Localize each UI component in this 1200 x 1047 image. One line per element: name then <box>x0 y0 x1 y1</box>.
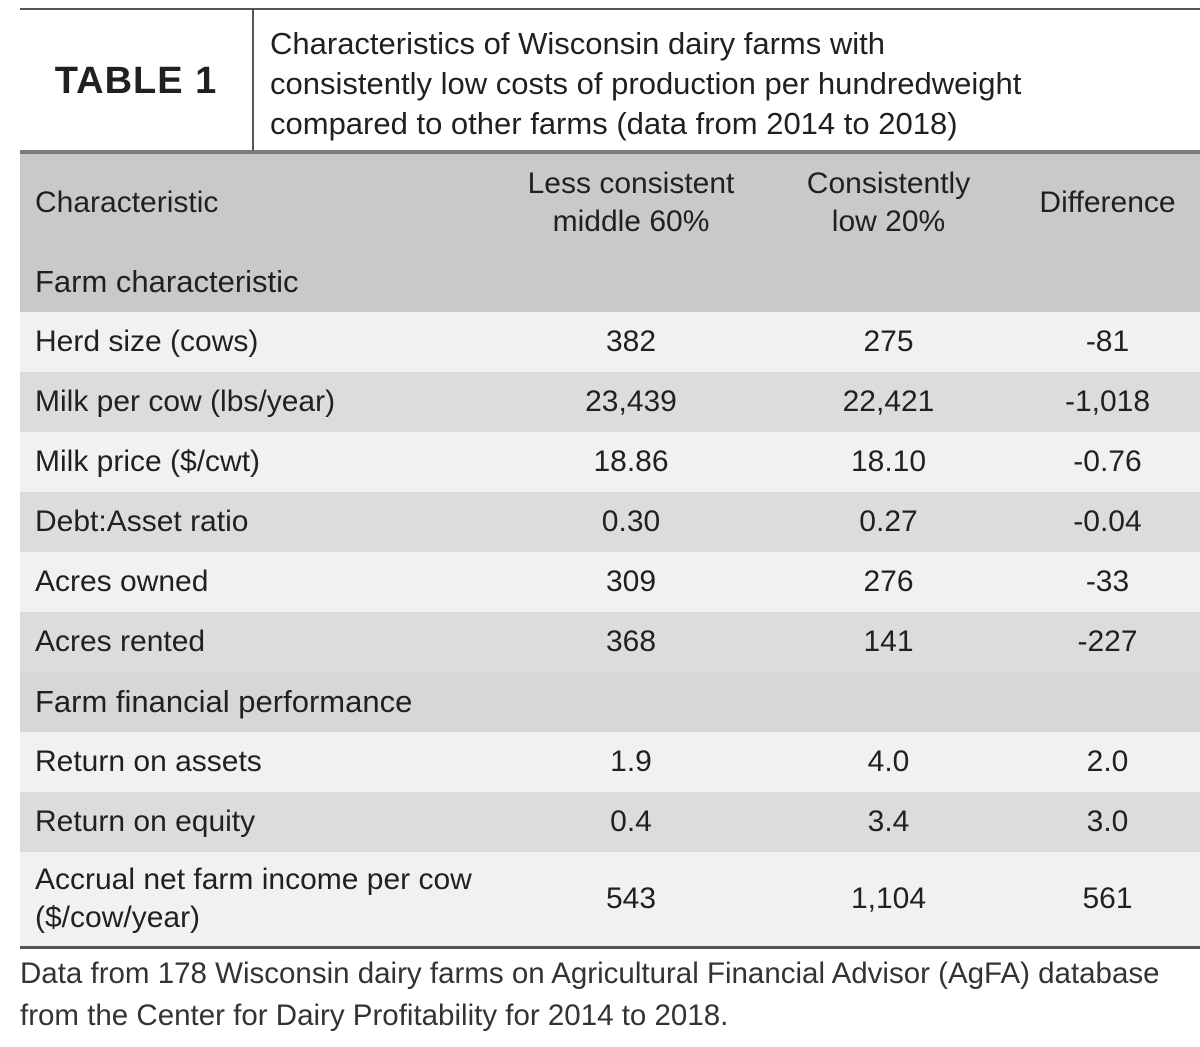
table-label: TABLE 1 <box>20 10 254 152</box>
cell-value: 18.10 <box>762 432 1015 492</box>
cell-value: -33 <box>1015 552 1200 612</box>
cell-value: -227 <box>1015 612 1200 672</box>
cell-value: -1,018 <box>1015 372 1200 432</box>
row-label: Debt:Asset ratio <box>20 492 500 552</box>
data-row: Return on equity 0.4 3.4 3.0 <box>20 792 1200 852</box>
data-row: Acres rented 368 141 -227 <box>20 612 1200 672</box>
cell-value: -0.04 <box>1015 492 1200 552</box>
table-header: TABLE 1 Characteristics of Wisconsin dai… <box>20 8 1200 152</box>
section-row: Farm characteristic <box>20 252 1200 312</box>
cell-value: 0.4 <box>500 792 762 852</box>
data-row: Milk per cow (lbs/year) 23,439 22,421 -1,01… <box>20 372 1200 432</box>
table-head: Characteristic Less consistent middle 60% C… <box>20 152 1200 252</box>
cell-value: 3.4 <box>762 792 1015 852</box>
column-header-line: Less consistent <box>527 167 735 200</box>
cell-value: -0.76 <box>1015 432 1200 492</box>
column-header: Consistently low 20% <box>762 152 1015 252</box>
data-row: Milk price ($/cwt) 18.86 18.10 -0.76 <box>20 432 1200 492</box>
cell-value: 276 <box>762 552 1015 612</box>
section-label: Farm characteristic <box>20 252 1200 312</box>
row-label: Milk price ($/cwt) <box>20 432 500 492</box>
cell-value: 543 <box>500 852 762 948</box>
title-line: compared to other farms (data from 2014 … <box>270 106 958 141</box>
row-label: Return on equity <box>20 792 500 852</box>
cell-value: 141 <box>762 612 1015 672</box>
column-header-line: Consistently <box>806 167 971 200</box>
data-row: Debt:Asset ratio 0.30 0.27 -0.04 <box>20 492 1200 552</box>
cell-value: 561 <box>1015 852 1200 948</box>
data-row: Acres owned 309 276 -33 <box>20 552 1200 612</box>
row-label: Herd size (cows) <box>20 312 500 372</box>
cell-value: 2.0 <box>1015 732 1200 792</box>
cell-value: 275 <box>762 312 1015 372</box>
cell-value: 0.27 <box>762 492 1015 552</box>
row-label: Return on assets <box>20 732 500 792</box>
cell-value: 23,439 <box>500 372 762 432</box>
column-header-line: Difference <box>1039 186 1176 219</box>
title-line: consistently low costs of production per… <box>270 66 1022 101</box>
row-label: Acres owned <box>20 552 500 612</box>
row-label: Accrual net farm income per cow ($/cow/y… <box>20 852 500 948</box>
cell-value: 0.30 <box>500 492 762 552</box>
row-label: Acres rented <box>20 612 500 672</box>
cell-value: -81 <box>1015 312 1200 372</box>
table-body: Farm characteristic Herd size (cows) 382 27… <box>20 252 1200 948</box>
cell-value: 1.9 <box>500 732 762 792</box>
column-header-line: low 20% <box>831 205 946 238</box>
row-label: Milk per cow (lbs/year) <box>20 372 500 432</box>
column-header-line: middle 60% <box>552 205 710 238</box>
cell-value: 368 <box>500 612 762 672</box>
cell-value: 18.86 <box>500 432 762 492</box>
data-row: Return on assets 1.9 4.0 2.0 <box>20 732 1200 792</box>
footnote: Data from 178 Wisconsin dairy farms on A… <box>20 957 1160 1032</box>
table-title: Characteristics of Wisconsin dairy farms… <box>254 10 1021 152</box>
section-row: Farm financial performance <box>20 672 1200 732</box>
column-header: Difference <box>1015 152 1200 252</box>
cell-value: 22,421 <box>762 372 1015 432</box>
cell-value: 4.0 <box>762 732 1015 792</box>
cell-value: 3.0 <box>1015 792 1200 852</box>
section-label: Farm financial performance <box>20 672 1200 732</box>
cell-value: 1,104 <box>762 852 1015 948</box>
header-row: Characteristic Less consistent middle 60% C… <box>20 152 1200 252</box>
column-header-line: Characteristic <box>35 186 219 219</box>
data-row: Accrual net farm income per cow ($/cow/y… <box>20 852 1200 948</box>
column-header: Characteristic <box>20 152 500 252</box>
cell-value: 309 <box>500 552 762 612</box>
data-row: Herd size (cows) 382 275 -81 <box>20 312 1200 372</box>
data-table: Characteristic Less consistent middle 60% C… <box>20 150 1200 949</box>
column-header: Less consistent middle 60% <box>500 152 762 252</box>
cell-value: 382 <box>500 312 762 372</box>
title-line: Characteristics of Wisconsin dairy farms… <box>270 26 885 61</box>
